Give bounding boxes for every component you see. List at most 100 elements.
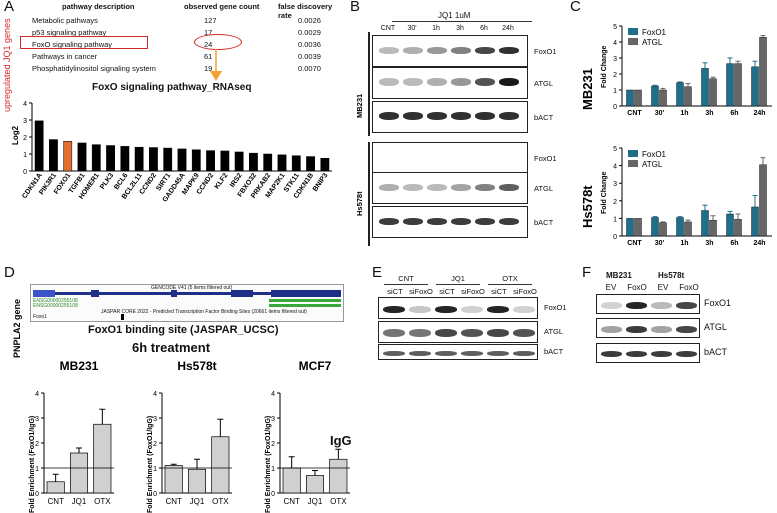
- bar: [709, 78, 717, 107]
- x-tick-label: CNT: [165, 497, 182, 506]
- bar: [191, 149, 201, 172]
- blot-band: [513, 329, 535, 337]
- pnpla2-exon-5: [271, 290, 341, 297]
- table-cell-count: 17: [204, 28, 213, 37]
- bar: [291, 155, 301, 172]
- x-tick-label: JQ1: [308, 497, 323, 506]
- blot-band: [499, 78, 519, 86]
- y-tick-label: 3: [613, 56, 617, 63]
- blot-band: [461, 329, 483, 337]
- y-tick-label: 5: [613, 24, 617, 31]
- orange-arrow: [210, 49, 222, 81]
- bar: [149, 147, 158, 172]
- blot-band: [626, 325, 647, 333]
- bar: [676, 217, 684, 237]
- x-tick-label: 6h: [730, 240, 738, 247]
- y-tick-label: 2: [153, 441, 157, 448]
- blot-band: [427, 217, 447, 225]
- blot-label: ATGL: [534, 184, 554, 193]
- blot-band: [403, 183, 423, 191]
- blot-band: [487, 350, 509, 356]
- y-tick-label: 1: [35, 466, 39, 473]
- blot-band: [513, 350, 535, 356]
- highlight-ellipse: [194, 34, 242, 50]
- blot-band: [383, 350, 405, 356]
- blot-band: [403, 217, 423, 225]
- y-axis-label: Fold Enrichment (FoxO1/IgG): [29, 416, 36, 513]
- group-label: CNT: [398, 274, 414, 283]
- y-tick-label: 1: [23, 152, 27, 159]
- x-tick-label: CNT: [283, 497, 300, 506]
- y-tick-label: 1: [613, 216, 617, 223]
- lane-label: EV: [605, 283, 617, 292]
- svg-text:Hs578t: Hs578t: [580, 185, 595, 228]
- bar: [651, 217, 659, 237]
- svg-text:PNPLA2 gene: PNPLA2 gene: [12, 299, 22, 358]
- y-axis-label: Fold Enrichment (FoxO1/IgG): [265, 416, 272, 513]
- lane-label: 6h: [480, 25, 488, 32]
- blot-band: [379, 78, 399, 86]
- bar: [220, 150, 230, 172]
- blot-label: bACT: [704, 347, 728, 357]
- chart-c-hs578t: 0 1 2 3 4 5 Fold Change CNT 30' 1h 3h 6h 24h FoxO1ATG…: [601, 146, 772, 247]
- blot-band: [651, 351, 672, 357]
- blot-band: [601, 325, 622, 333]
- bar: [659, 222, 667, 237]
- bar: [676, 82, 684, 107]
- y-tick-label: 1: [153, 466, 157, 473]
- blot-band: [475, 78, 495, 86]
- bar: [46, 481, 65, 494]
- bar: [120, 146, 130, 172]
- legend-label: ATGL: [642, 160, 663, 169]
- panel-a-side-label: upregulated JQ1 genes: [0, 16, 14, 116]
- y-tick-label: 4: [271, 391, 275, 398]
- bar: [234, 151, 244, 172]
- blot-band: [383, 329, 405, 337]
- hs578t-bracket: [368, 142, 370, 246]
- x-tick-label: OTX: [330, 497, 347, 506]
- group-label: JQ1: [451, 274, 465, 283]
- blot-band: [475, 112, 495, 120]
- bar: [634, 218, 642, 237]
- chart-d-mb231: MB231 0 1 2 3 4 Fold Enrichment (FoxO1/IgG) CNT…: [29, 359, 114, 513]
- x-tick-label: JQ1: [72, 497, 87, 506]
- blot-strip: [596, 318, 700, 338]
- blot-band: [651, 301, 672, 309]
- chart-c-mb231: 0 1 2 3 4 5 Fold Change CNT 30' 1h 3h 6h 24h FoxO1ATG…: [601, 24, 772, 117]
- table-header-pathway: pathway description: [62, 2, 135, 11]
- legend-label: FoxO1: [642, 28, 667, 37]
- pnpla2-transcript: [33, 292, 341, 295]
- table-cell-fdr: 0.0070: [298, 64, 321, 73]
- y-axis-label: Fold Change: [601, 46, 608, 88]
- blot-strip: [372, 172, 528, 204]
- cell-line-label: MB231: [606, 271, 632, 280]
- bar: [305, 475, 325, 494]
- blot-label: FoxO1: [704, 298, 732, 308]
- legend-swatch: [628, 28, 638, 35]
- bar: [277, 154, 287, 172]
- bar: [77, 142, 87, 172]
- legend-label: FoxO1: [642, 150, 667, 159]
- x-tick-label: 6h: [730, 110, 738, 117]
- lane-label: EV: [657, 283, 669, 292]
- y-tick-label: 4: [153, 391, 157, 398]
- foxo1-binding-mark: [121, 314, 124, 320]
- group-label: OTX: [502, 274, 518, 283]
- blot-band: [626, 301, 647, 309]
- y-axis-label: Log2: [11, 125, 20, 145]
- blot-band: [409, 305, 431, 313]
- lane-label: 30': [407, 25, 417, 32]
- bar: [34, 120, 44, 172]
- pnpla2-exon-2: [91, 290, 99, 297]
- blot-band: [499, 183, 519, 191]
- y-tick-label: 2: [271, 441, 275, 448]
- blot-label: ATGL: [544, 327, 564, 336]
- blot-strip: [372, 67, 528, 99]
- treatment-line: [392, 21, 532, 22]
- c-hs578t-title: Hs578t: [576, 140, 598, 250]
- panel-label-d: D: [4, 264, 15, 281]
- x-tick-label: 1h: [680, 110, 688, 117]
- blot-band: [379, 183, 399, 191]
- lane-label: siFoxO: [409, 287, 433, 296]
- blot-band: [676, 325, 697, 333]
